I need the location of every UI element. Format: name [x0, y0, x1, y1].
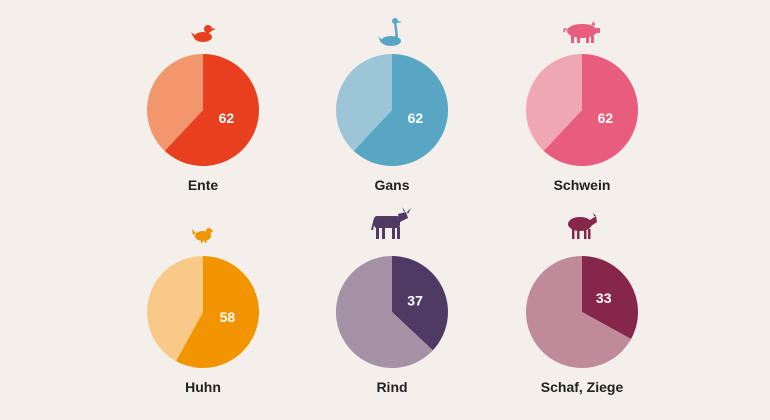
pie-slice-value [392, 256, 448, 351]
panel-ente: 62 Ente [123, 12, 283, 212]
pie-chart: 58 [147, 256, 260, 368]
category-label: Schwein [553, 177, 611, 193]
panel-rind: 37 Rind [312, 204, 472, 404]
panel-huhn: 58 Huhn [123, 214, 283, 414]
goose-icon [378, 18, 402, 46]
data-label: 62 [408, 110, 424, 126]
pie-slice-value [543, 54, 639, 166]
cow-icon [371, 207, 411, 239]
pie-slice-remainder [147, 54, 203, 151]
pie-slice-value [353, 54, 449, 166]
category-label: Huhn [185, 379, 221, 395]
data-label: 62 [598, 110, 614, 126]
duck-icon [191, 25, 216, 42]
pie-slice-value [582, 256, 638, 339]
chicken-icon [192, 228, 214, 243]
panel-schaf-ziege: 33 Schaf, Ziege [502, 204, 662, 404]
pie-slice-remainder [525, 256, 632, 368]
pig-icon [563, 21, 600, 43]
pie-chart: 33 [525, 256, 638, 368]
pie-slice-value [164, 54, 260, 166]
pie-slice-remainder [335, 256, 433, 368]
panel-schwein: 62 Schwein [502, 12, 662, 212]
data-label: 62 [219, 110, 235, 126]
pie-chart: 62 [147, 54, 260, 166]
category-label: Schaf, Ziege [540, 379, 624, 395]
panel-gans: 62 Gans [312, 12, 472, 212]
pie-chart: 62 [336, 54, 449, 166]
pie-slice-remainder [336, 54, 392, 151]
data-label: 33 [596, 290, 612, 306]
category-label: Ente [187, 177, 219, 193]
pie-slice-value [176, 256, 260, 368]
category-label: Gans [374, 177, 410, 193]
pie-chart: 62 [526, 54, 639, 166]
sheep-icon [568, 213, 597, 239]
pie-chart: 37 [335, 256, 448, 368]
pie-slice-remainder [147, 256, 203, 362]
data-label: 58 [220, 309, 236, 325]
category-label: Rind [376, 379, 408, 395]
pie-slice-remainder [526, 54, 582, 151]
data-label: 37 [407, 293, 423, 309]
